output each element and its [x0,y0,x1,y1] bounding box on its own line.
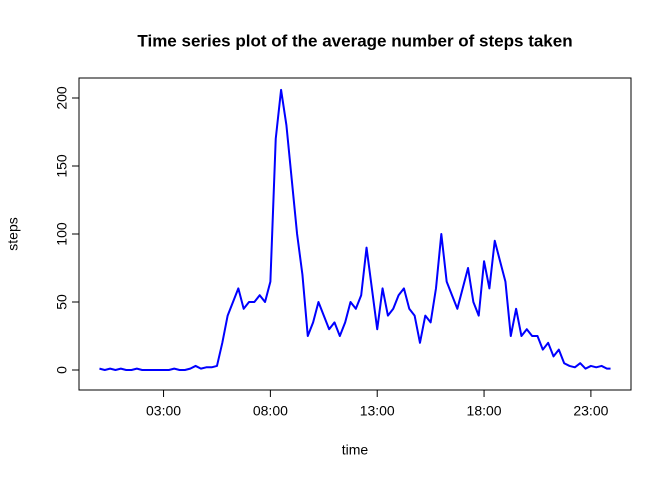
chart-title: Time series plot of the average number o… [137,31,572,50]
y-tick-label: 50 [54,294,70,310]
x-axis-label: time [342,442,369,458]
y-tick-label: 150 [54,154,70,178]
series-line [99,88,611,372]
x-tick-label: 03:00 [146,403,181,419]
y-tick-label: 0 [54,366,70,374]
x-tick-label: 23:00 [573,403,608,419]
x-tick-label: 08:00 [253,403,288,419]
x-tick-label: 13:00 [360,403,395,419]
x-tick-label: 18:00 [467,403,502,419]
y-tick-label: 100 [54,222,70,246]
y-tick-label: 200 [54,86,70,110]
y-axis-label: steps [5,217,21,250]
